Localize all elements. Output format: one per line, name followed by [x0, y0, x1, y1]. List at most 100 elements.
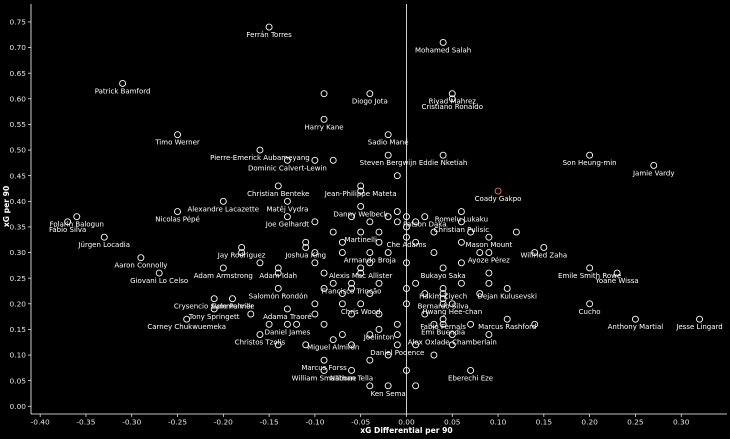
player-point — [412, 341, 420, 349]
player-point — [403, 213, 410, 221]
player-point — [421, 310, 429, 318]
player-point — [448, 300, 456, 308]
player-point — [384, 249, 392, 257]
player-point — [375, 310, 383, 318]
player-point — [393, 208, 401, 216]
player-label: Jesse Lingard — [675, 323, 722, 331]
player-label: Crysencio Summerville — [174, 303, 255, 311]
player-point — [219, 264, 227, 272]
player-point — [348, 341, 355, 349]
player-point — [329, 279, 337, 287]
player-point — [283, 197, 291, 205]
y-tick-label: 0.50 — [10, 146, 27, 155]
player-label: Yoane Wissa — [595, 277, 639, 285]
x-tick-label: 0.00 — [398, 418, 415, 427]
player-label: Chris Wood — [341, 308, 381, 316]
player-point — [283, 320, 291, 328]
x-tick-label: -0.30 — [122, 418, 141, 427]
player-point — [439, 300, 447, 308]
player-point — [357, 182, 365, 190]
player-point — [366, 356, 374, 364]
player-point — [403, 284, 410, 292]
player-point — [311, 300, 319, 308]
player-point — [366, 382, 374, 390]
player-label: Romelu Lukaku — [435, 216, 488, 224]
player-point — [357, 264, 365, 272]
player-point — [457, 208, 465, 216]
player-label: Riyad Mahrez — [429, 98, 477, 106]
player-point — [311, 259, 319, 267]
player-point — [329, 156, 337, 164]
y-tick-label: 0.20 — [10, 299, 27, 308]
player-point — [338, 249, 346, 257]
x-tick-label: 0.25 — [627, 418, 644, 427]
player-point — [210, 305, 218, 313]
y-tick-label: 0.35 — [10, 223, 27, 232]
player-label: Wilfried Zaha — [520, 251, 567, 259]
y-tick-label: 0.25 — [10, 274, 27, 283]
player-point — [311, 156, 319, 164]
player-point — [64, 218, 72, 226]
player-label: Emile Smith Rowe — [558, 272, 621, 280]
player-label: Joshua King — [284, 251, 326, 259]
player-point — [439, 264, 447, 272]
player-point — [238, 243, 246, 251]
player-point — [393, 331, 401, 339]
player-point — [412, 218, 420, 226]
player-point — [375, 228, 383, 236]
player-point — [457, 279, 465, 287]
player-point — [531, 249, 539, 257]
player-label: Alexandre Lacazette — [188, 205, 260, 213]
y-axis-title: xG per 90 — [2, 186, 11, 227]
player-point — [348, 213, 355, 221]
player-point — [265, 23, 273, 31]
player-label: Eddie Nketiah — [419, 159, 468, 167]
y-tick-label: 0.30 — [10, 248, 27, 257]
player-point — [274, 341, 282, 349]
player-point — [229, 295, 236, 303]
player-point — [384, 382, 392, 390]
player-label: Nathan Tella — [330, 374, 373, 382]
player-label: Hwang Hee-chan — [422, 308, 482, 316]
player-label: Armando Broja — [344, 257, 396, 265]
player-label: Jürgen Locadia — [77, 241, 130, 249]
player-point — [366, 290, 374, 298]
player-label: Coady Gakpo — [475, 195, 522, 203]
player-point — [485, 331, 493, 339]
player-label: Danny Welbeck — [334, 210, 389, 218]
player-label: Son Heung-min — [563, 159, 617, 167]
player-point — [348, 366, 355, 374]
player-label: Ken Sema — [371, 390, 406, 398]
player-point — [274, 264, 282, 272]
player-point — [338, 238, 346, 246]
player-point — [439, 290, 447, 298]
player-point — [338, 290, 346, 298]
player-point — [348, 310, 355, 318]
player-point — [467, 228, 475, 236]
player-point — [320, 90, 328, 98]
player-point — [302, 243, 310, 251]
player-point — [320, 115, 328, 123]
player-label: Diogo Jota — [352, 98, 388, 106]
player-label: Carney Chukwuemeka — [147, 323, 226, 331]
player-point — [375, 325, 383, 333]
player-point — [274, 284, 282, 292]
player-point — [457, 238, 465, 246]
x-tick-label: -0.40 — [31, 418, 50, 427]
player-label: Christos Tzolis — [235, 339, 286, 347]
player-point — [375, 279, 383, 287]
player-point — [586, 264, 594, 272]
player-point — [485, 233, 493, 241]
player-label: Marcus Rashford — [478, 323, 536, 331]
player-label: Sadio Mané — [368, 139, 409, 147]
player-label: Tony Springett — [188, 313, 240, 321]
player-point — [467, 320, 475, 328]
player-label: Miguel Almirón — [307, 344, 359, 352]
player-point — [430, 351, 438, 359]
player-point — [256, 146, 264, 154]
player-label: Fábio Silva — [49, 226, 86, 234]
player-label: Cole Palmer — [212, 303, 254, 311]
player-point — [586, 151, 594, 159]
player-label: Adam Armstrong — [194, 272, 253, 280]
player-point — [476, 249, 484, 257]
